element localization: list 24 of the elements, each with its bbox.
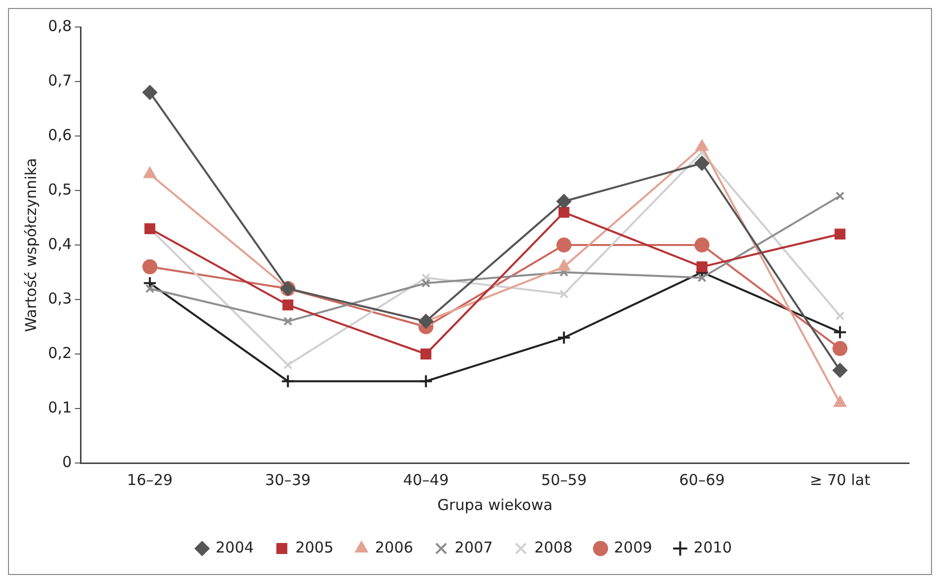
y-tick-label: 0,4 [48,234,72,253]
legend-label: 2006 [374,538,414,556]
legend-label: 2009 [614,538,652,556]
x-tick-label: 50–59 [541,470,587,489]
y-tick-label: 0,5 [48,180,72,198]
y-tick-label: 0,8 [48,16,72,35]
y-tick-label: 0,3 [48,289,72,308]
legend-label: 2005 [295,538,334,556]
y-tick-label: 0,6 [48,126,72,144]
x-tick-label: 30–39 [265,470,311,489]
y-tick-label: 0,2 [48,344,72,362]
x-tick-label: 60–69 [679,470,725,489]
y-axis-title: Wartość współczynnika [22,158,40,332]
legend-label: 2010 [694,538,732,556]
legend-label: 2008 [534,538,573,556]
y-tick-label: 0 [62,452,72,471]
y-tick-label: 0,7 [48,71,72,90]
legend-label: 2004 [216,538,254,556]
x-tick-label: 40–49 [403,470,449,489]
x-tick-label: ≥ 70 lat [810,470,870,489]
x-axis-title: Grupa wiekowa [437,496,553,514]
legend-label: 2007 [454,538,493,556]
x-tick-label: 16–29 [127,470,173,489]
y-tick-label: 0,1 [48,398,72,416]
